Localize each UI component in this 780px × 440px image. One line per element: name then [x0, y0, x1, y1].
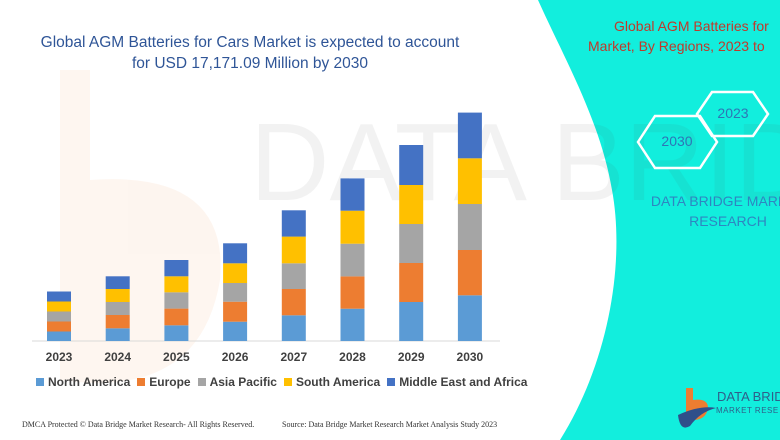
- bar-segment-2026-north-america: [223, 321, 248, 341]
- bar-segment-2028-asia-pacific: [340, 243, 365, 277]
- bar-segment-2024-middle-east-and-africa: [105, 276, 130, 289]
- bars-group: [47, 112, 482, 341]
- x-tick-label: 2023: [45, 350, 73, 364]
- bar-segment-2030-middle-east-and-africa: [457, 112, 482, 159]
- legend-label: Asia Pacific: [209, 375, 277, 389]
- brand-line2: RESEARCH: [689, 213, 767, 229]
- bar-segment-2027-asia-pacific: [281, 263, 306, 289]
- bar-segment-2028-middle-east-and-africa: [340, 178, 365, 211]
- bar-segment-2030-north-america: [457, 295, 482, 341]
- chart-title-line2: for USD 17,171.09 Million by 2030: [131, 55, 369, 72]
- bar-segment-2025-north-america: [164, 325, 189, 341]
- legend-item: North America: [36, 375, 130, 389]
- cyan-side-panel: [538, 0, 780, 440]
- side-brand-text: DATA BRIDGE MARKET RESEARCH: [638, 191, 780, 231]
- bar-segment-2024-north-america: [105, 328, 130, 341]
- bar-segment-2030-south-america: [457, 158, 482, 204]
- svg-text:DATA BRIDGE: DATA BRIDGE: [250, 101, 780, 224]
- side-title-line1: Global AGM Batteries for: [614, 18, 769, 34]
- x-tick-label: 2025: [163, 350, 190, 364]
- side-panel-title: Global AGM Batteries for Market, By Regi…: [588, 16, 780, 56]
- bar-segment-2023-middle-east-and-africa: [47, 291, 71, 302]
- x-tick-label: 2030: [456, 350, 484, 364]
- footer-source: Source: Data Bridge Market Research Mark…: [282, 420, 498, 429]
- hexagon-2030: [636, 114, 719, 170]
- legend-item: Europe: [137, 375, 191, 389]
- bar-segment-2028-south-america: [340, 210, 365, 244]
- bar-segment-2026-south-america: [223, 263, 248, 283]
- legend-label: South America: [295, 375, 381, 389]
- bar-segment-2023-europe: [47, 321, 71, 332]
- legend-item: Asia Pacific: [197, 375, 277, 389]
- bar-segment-2028-europe: [340, 276, 365, 309]
- legend-label: Europe: [149, 375, 191, 389]
- bar-segment-2027-middle-east-and-africa: [281, 210, 306, 237]
- bar-segment-2026-asia-pacific: [223, 283, 248, 302]
- bar-segment-2030-asia-pacific: [457, 204, 482, 250]
- bar-segment-2030-europe: [457, 250, 482, 296]
- bar-segment-2029-europe: [399, 263, 424, 302]
- legend-swatch: [387, 378, 396, 386]
- bar-segment-2029-asia-pacific: [399, 224, 424, 263]
- bar-segment-2023-asia-pacific: [47, 311, 71, 322]
- legend-swatch: [137, 378, 146, 386]
- legend-label: Middle East and Africa: [399, 375, 528, 389]
- bar-segment-2024-asia-pacific: [105, 302, 130, 315]
- bar-segment-2027-south-america: [281, 236, 306, 264]
- bar-segment-2027-europe: [281, 289, 306, 316]
- x-tick-label: 2029: [397, 350, 425, 364]
- legend-swatch: [36, 378, 44, 386]
- bar-segment-2026-middle-east-and-africa: [223, 243, 248, 264]
- bar-segment-2027-north-america: [281, 315, 306, 341]
- hex-label-2023: 2023: [717, 105, 749, 121]
- bar-segment-2026-europe: [223, 301, 248, 322]
- chart-title: Global AGM Batteries for Cars Market is …: [20, 32, 480, 74]
- side-title-line2: Market, By Regions, 2023 to: [588, 38, 765, 54]
- logo-text: DATA BRID: [717, 389, 780, 404]
- brand-line1: DATA BRIDGE MARKET: [650, 193, 780, 209]
- legend: North America Europe Asia Pacific South …: [36, 375, 527, 389]
- logo-icon: [678, 388, 716, 428]
- bar-segment-2023-south-america: [47, 301, 71, 312]
- legend-swatch: [283, 378, 292, 386]
- legend-swatch: [197, 378, 206, 386]
- bar-segment-2029-south-america: [399, 185, 424, 224]
- legend-item: South America: [283, 375, 381, 389]
- bar-segment-2023-north-america: [47, 331, 71, 341]
- bar-segment-2024-south-america: [105, 289, 130, 302]
- legend-label: North America: [48, 375, 131, 389]
- bar-segment-2025-middle-east-and-africa: [164, 260, 189, 277]
- bar-segment-2029-middle-east-and-africa: [399, 145, 424, 185]
- legend-item: Middle East and Africa: [387, 375, 527, 389]
- footer-copyright: DMCA Protected © Data Bridge Market Rese…: [22, 420, 255, 429]
- chart-title-line1: Global AGM Batteries for Cars Market is …: [40, 34, 460, 51]
- bar-segment-2025-europe: [164, 308, 189, 326]
- x-tick-label: 2024: [104, 350, 132, 364]
- bar-segment-2028-north-america: [340, 308, 365, 341]
- bar-segment-2025-south-america: [164, 276, 189, 293]
- x-tick-label: 2027: [280, 350, 308, 364]
- bar-segment-2024-europe: [105, 315, 130, 329]
- hex-label-2030: 2030: [661, 133, 693, 149]
- bar-segment-2029-north-america: [399, 302, 424, 341]
- x-tick-label: 2028: [339, 350, 366, 364]
- x-tick-label: 2026: [221, 350, 249, 364]
- logo-subtext: MARKET RESE: [716, 406, 779, 415]
- bar-segment-2025-asia-pacific: [164, 292, 189, 309]
